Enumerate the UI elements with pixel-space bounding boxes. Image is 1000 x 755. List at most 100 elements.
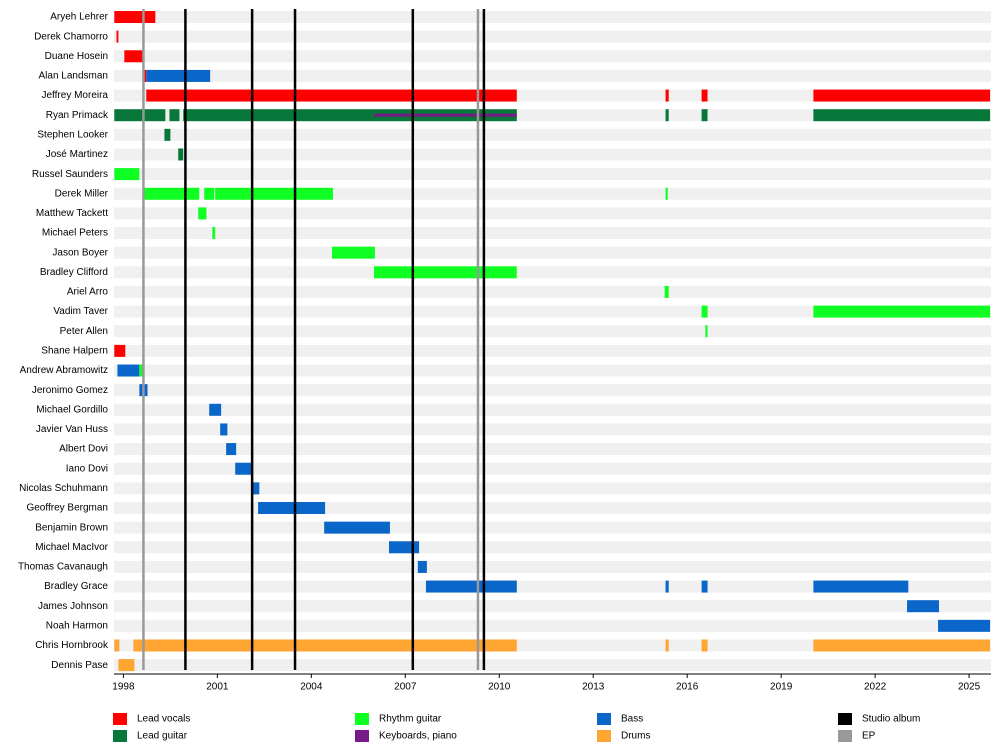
tenure-bar [139,364,144,377]
row-band [114,443,991,456]
tenure-bar [373,266,517,279]
legend-swatch [113,730,127,742]
row-band [114,659,991,672]
row-band [114,11,991,23]
tenure-bar [114,639,120,652]
x-tick-label: 2004 [300,682,323,693]
legend-label: Lead vocals [137,714,190,725]
tenure-bar [198,207,207,220]
row-band [114,246,991,259]
member-name: Geoffrey Bergman [26,503,108,514]
member-name: Alan Landsman [39,71,109,82]
member-name: José Martinez [46,149,108,160]
tenure-bar [209,403,222,416]
row-band [114,560,991,573]
tenure-bar [118,659,135,672]
x-tick-label: 2025 [958,682,981,693]
tenure-bar [324,521,390,534]
tenure-bar [701,305,708,318]
tenure-bar [701,109,708,122]
tenure-bar [143,187,200,200]
tenure-bar [116,30,119,43]
tenure-bar [258,502,326,514]
tenure-bar [701,89,708,102]
x-tick-label: 2013 [582,682,605,693]
tenure-bar [164,128,171,141]
tenure-bar [331,246,375,259]
tenure-bar [133,639,517,652]
tenure-bar [373,113,517,117]
legend-label: EP [862,731,876,742]
row-band [114,30,991,43]
member-name: Matthew Tackett [36,208,108,219]
tenure-bar [169,109,180,122]
member-name: James Johnson [38,601,108,612]
member-name: Chris Hornbrook [35,640,109,651]
row-band [114,580,991,593]
tenure-bar [813,305,991,318]
tenure-bar [220,423,228,436]
row-band [114,227,991,240]
member-name: Aryeh Lehrer [50,12,108,23]
row-band [114,364,991,377]
legend-label: Drums [621,731,650,742]
tenure-bar [212,227,216,240]
row-band [114,600,991,613]
row-band [114,266,991,279]
legend-swatch [838,713,852,725]
member-name: Dennis Pase [51,660,108,671]
legend-swatch [597,730,611,742]
tenure-bar [425,580,517,593]
tenure-bar [183,109,517,122]
tenure-bar [664,285,669,298]
member-name: Michael Gordillo [36,404,108,415]
tenure-bar [813,580,909,593]
x-tick-label: 2016 [676,682,699,693]
tenure-bar [813,639,991,652]
member-name: Andrew Abramowitz [20,365,108,376]
tenure-bar [117,364,140,377]
tenure-bar [701,639,708,652]
tenure-bar [665,187,668,200]
legend-label: Keyboards, piano [379,731,457,742]
x-tick-label: 2007 [394,682,417,693]
tenure-bar [701,580,708,593]
legend-label: Studio album [862,714,920,725]
member-name: Derek Miller [55,188,109,199]
member-name: Ariel Arro [67,287,109,298]
member-name: Javier Van Huss [36,424,108,435]
member-name: Duane Hosein [45,51,108,62]
tenure-bar [114,11,156,23]
tenure-bar [417,560,427,573]
row-band [114,168,991,181]
tenure-bar [251,482,260,495]
legend-label: Bass [621,714,643,725]
row-band [114,403,991,416]
tenure-bar [146,69,211,82]
tenure-bar [665,89,669,102]
tenure-bar [665,580,669,593]
member-name: Peter Allen [60,326,108,337]
tenure-bar [705,325,708,338]
row-band [114,384,991,397]
member-name: Jeffrey Moreira [41,90,108,101]
x-tick-label: 2010 [488,682,511,693]
tenure-bar [114,168,140,181]
tenure-bar [114,344,126,357]
row-band [114,482,991,495]
tenure-bar [235,462,253,475]
x-tick-label: 2001 [206,682,229,693]
row-band [114,619,991,632]
tenure-bar [226,443,237,456]
x-tick-label: 1998 [112,682,135,693]
member-name: Benjamin Brown [35,522,108,533]
row-band [114,207,991,220]
x-tick-label: 2019 [770,682,793,693]
member-name: Stephen Looker [37,129,108,140]
member-name: Thomas Cavanaugh [18,562,108,573]
member-name: Iano Dovi [66,463,108,474]
row-band [114,305,991,318]
tenure-bar [143,69,147,82]
row-band [114,344,991,357]
